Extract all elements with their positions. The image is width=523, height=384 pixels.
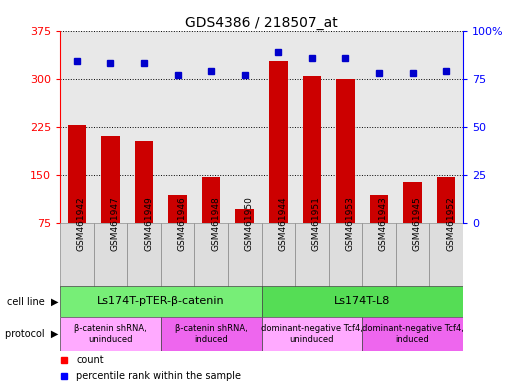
Bar (437, 177, 456, 271)
Bar (403, 182, 422, 271)
Bar (262, 286, 463, 317)
Text: GSM461945: GSM461945 (413, 197, 422, 252)
Text: GSM461951: GSM461951 (312, 197, 321, 252)
Text: β-catenin shRNA,
induced: β-catenin shRNA, induced (175, 324, 247, 344)
Title: GDS4386 / 218507_at: GDS4386 / 218507_at (185, 16, 338, 30)
Bar (135, 141, 153, 271)
Text: GSM461942: GSM461942 (77, 197, 86, 252)
Text: protocol  ▶: protocol ▶ (5, 329, 58, 339)
Bar (295, 223, 328, 288)
Text: β-catenin shRNA,
uninduced: β-catenin shRNA, uninduced (74, 324, 147, 344)
Bar (262, 223, 295, 288)
Bar (60, 223, 94, 288)
Bar (202, 177, 220, 271)
Text: dominant-negative Tcf4,
uninduced: dominant-negative Tcf4, uninduced (261, 324, 363, 344)
Bar (362, 317, 463, 351)
Bar (269, 61, 288, 271)
Bar (195, 223, 228, 288)
Bar (429, 223, 463, 288)
Text: GSM461948: GSM461948 (211, 197, 220, 252)
Bar (127, 223, 161, 288)
Text: GSM461943: GSM461943 (379, 197, 388, 252)
Bar (67, 125, 86, 271)
Bar (235, 209, 254, 271)
Bar (101, 136, 120, 271)
Text: GSM461944: GSM461944 (278, 197, 287, 252)
Bar (370, 195, 388, 271)
Text: Ls174T-pTER-β-catenin: Ls174T-pTER-β-catenin (97, 296, 225, 306)
Text: GSM461953: GSM461953 (345, 197, 355, 252)
Text: GSM461949: GSM461949 (144, 197, 153, 252)
Text: GSM461950: GSM461950 (245, 197, 254, 252)
Bar (60, 286, 262, 317)
Text: cell line  ▶: cell line ▶ (7, 296, 58, 306)
Bar (396, 223, 429, 288)
Bar (303, 76, 321, 271)
Bar (161, 223, 195, 288)
Text: GSM461947: GSM461947 (110, 197, 119, 252)
Text: GSM461952: GSM461952 (446, 197, 455, 252)
Text: dominant-negative Tcf4,
induced: dominant-negative Tcf4, induced (361, 324, 463, 344)
Text: Ls174T-L8: Ls174T-L8 (334, 296, 390, 306)
Bar (94, 223, 127, 288)
Bar (228, 223, 262, 288)
Bar (262, 317, 362, 351)
Bar (60, 317, 161, 351)
Bar (328, 223, 362, 288)
Bar (362, 223, 396, 288)
Bar (168, 195, 187, 271)
Bar (336, 79, 355, 271)
Bar (161, 317, 262, 351)
Text: count: count (76, 356, 104, 366)
Text: percentile rank within the sample: percentile rank within the sample (76, 371, 241, 381)
Text: GSM461946: GSM461946 (178, 197, 187, 252)
